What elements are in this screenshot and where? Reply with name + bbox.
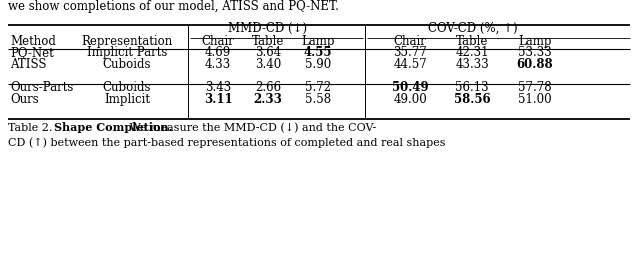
Text: 60.88: 60.88 [516,58,554,71]
Text: Representation: Representation [81,35,173,48]
Text: Lamp: Lamp [301,35,335,48]
Text: 58.56: 58.56 [454,93,490,106]
Text: CD (↑) between the part-based representations of completed and real shapes: CD (↑) between the part-based representa… [8,138,445,148]
Text: Shape Completion.: Shape Completion. [54,122,173,133]
Text: 2.66: 2.66 [255,81,281,94]
Text: 53.33: 53.33 [518,46,552,59]
Text: Cuboids: Cuboids [103,81,151,94]
Text: 49.00: 49.00 [393,93,427,106]
Text: 35.77: 35.77 [393,46,427,59]
Text: 4.55: 4.55 [304,46,332,59]
Text: MMD-CD (↓): MMD-CD (↓) [228,22,308,35]
Text: Ours-Parts: Ours-Parts [10,81,74,94]
Text: We measure the MMD-CD (↓) and the COV-: We measure the MMD-CD (↓) and the COV- [126,123,376,133]
Text: Implicit Parts: Implicit Parts [87,46,167,59]
Text: 2.33: 2.33 [253,93,282,106]
Text: 50.49: 50.49 [392,81,428,94]
Text: 4.69: 4.69 [205,46,231,59]
Text: 44.57: 44.57 [393,58,427,71]
Text: 3.43: 3.43 [205,81,231,94]
Text: Table 2.: Table 2. [8,123,61,133]
Text: 3.11: 3.11 [204,93,232,106]
Text: Cuboids: Cuboids [103,58,151,71]
Text: 5.58: 5.58 [305,93,331,106]
Text: 56.13: 56.13 [455,81,489,94]
Text: Table: Table [456,35,488,48]
Text: we show completions of our model, ATISS and PQ-NET.: we show completions of our model, ATISS … [8,0,339,13]
Text: 4.33: 4.33 [205,58,231,71]
Text: 51.00: 51.00 [518,93,552,106]
Text: Implicit: Implicit [104,93,150,106]
Text: COV-CD (%, ↑): COV-CD (%, ↑) [428,22,517,35]
Text: 5.90: 5.90 [305,58,331,71]
Text: 3.64: 3.64 [255,46,281,59]
Text: 57.78: 57.78 [518,81,552,94]
Text: 5.72: 5.72 [305,81,331,94]
Text: 43.33: 43.33 [455,58,489,71]
Text: Table: Table [252,35,284,48]
Text: Ours: Ours [10,93,39,106]
Text: Chair: Chair [202,35,234,48]
Text: Chair: Chair [394,35,426,48]
Text: Lamp: Lamp [518,35,552,48]
Text: ATISS: ATISS [10,58,47,71]
Text: 42.31: 42.31 [455,46,489,59]
Text: 3.40: 3.40 [255,58,281,71]
Text: PQ-Net: PQ-Net [10,46,54,59]
Text: Method: Method [10,35,56,48]
